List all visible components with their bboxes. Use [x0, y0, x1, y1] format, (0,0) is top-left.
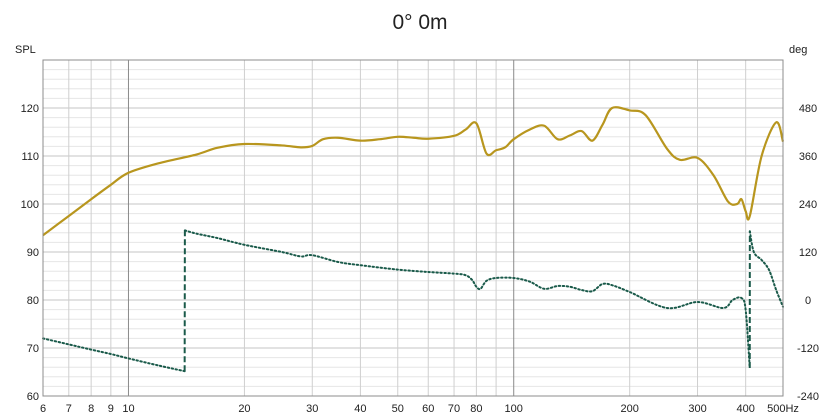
y-axis-left-label: SPL [15, 44, 36, 56]
x-tick-label: 20 [238, 403, 250, 415]
x-tick-label: 60 [422, 403, 434, 415]
x-tick-label: 40 [354, 403, 366, 415]
y-left-tick-label: 100 [21, 199, 39, 211]
plot-frame [42, 59, 784, 397]
x-tick-label: 50 [392, 403, 404, 415]
x-tick-label: 500Hz [767, 403, 799, 415]
x-tick-label: 80 [470, 403, 482, 415]
y-left-tick-label: 70 [27, 343, 39, 355]
x-tick-label: 8 [88, 403, 94, 415]
x-tick-label: 200 [621, 403, 639, 415]
x-tick-label: 100 [505, 403, 523, 415]
y-left-tick-label: 90 [27, 247, 39, 259]
y-left-tick-label: 110 [21, 151, 39, 163]
y-right-tick-label: -120 [797, 343, 819, 355]
y-right-tick-label: 240 [799, 199, 817, 211]
spl-series-line [42, 106, 785, 237]
phase-series-line [183, 229, 751, 369]
y-left-tick-label: 60 [27, 391, 39, 403]
phase-series-line [42, 337, 186, 373]
y-left-tick-label: 80 [27, 295, 39, 307]
series-layer [42, 106, 785, 373]
y-left-tick-label: 120 [21, 103, 39, 115]
x-tick-label: 7 [66, 403, 72, 415]
y-right-tick-label: 360 [799, 151, 817, 163]
x-tick-label: 30 [306, 403, 318, 415]
x-tick-label: 400 [736, 403, 754, 415]
y-right-tick-label: 0 [805, 295, 811, 307]
y-axis-right-label: deg [789, 44, 807, 56]
tick-labels: 6 7 8 9 10 20 30 40 50 60 70 80 100 200 300 400 500Hz 60 7… [21, 103, 819, 415]
y-right-tick-label: 480 [799, 103, 817, 115]
grid [42, 59, 784, 397]
phase-series-line [748, 230, 784, 308]
x-tick-label: 6 [40, 403, 46, 415]
chart-title: 0° 0m [392, 11, 447, 34]
y-right-tick-label: 120 [799, 247, 817, 259]
x-tick-label: 70 [448, 403, 460, 415]
x-tick-label: 300 [688, 403, 706, 415]
y-right-tick-label: -240 [797, 391, 819, 403]
x-tick-label: 10 [122, 403, 134, 415]
x-tick-label: 9 [108, 403, 114, 415]
